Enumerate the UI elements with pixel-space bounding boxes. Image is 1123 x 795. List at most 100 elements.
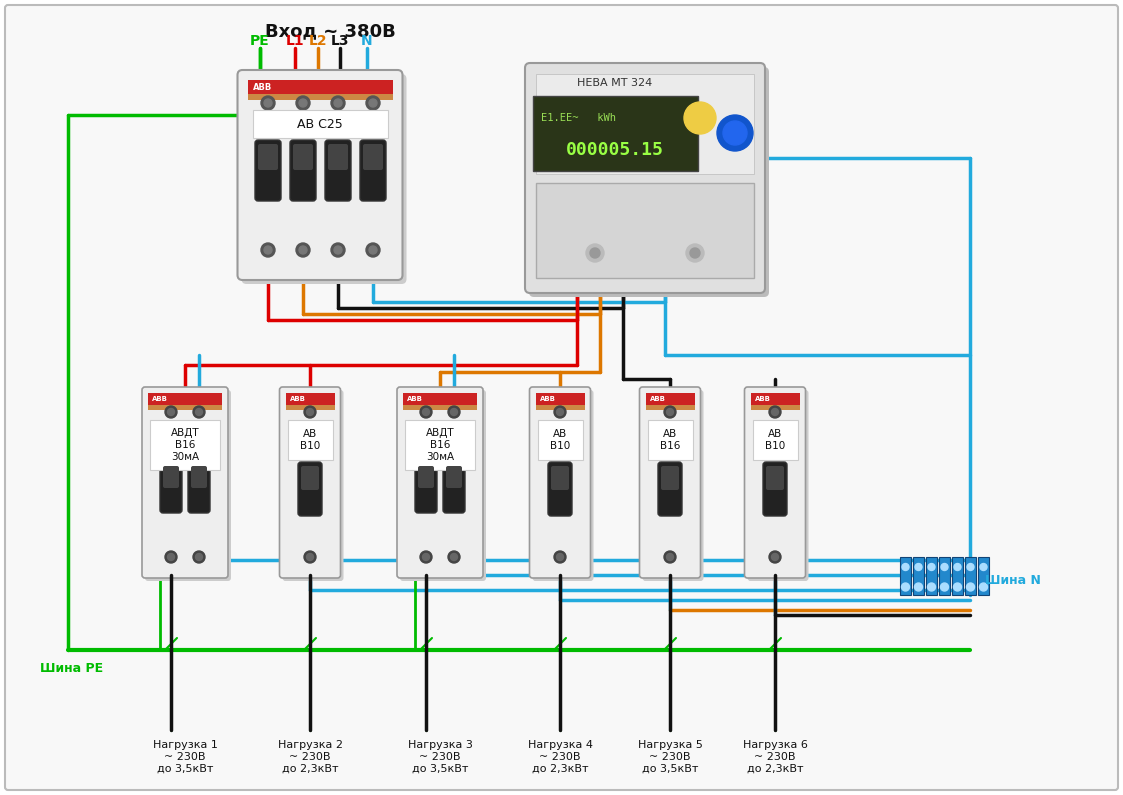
Circle shape [686, 244, 704, 262]
Circle shape [193, 406, 206, 418]
Text: Нагрузка 6
~ 230В
до 2,3кВт: Нагрузка 6 ~ 230В до 2,3кВт [742, 740, 807, 774]
Text: АВ
В16: АВ В16 [660, 429, 681, 451]
Circle shape [953, 583, 961, 591]
Circle shape [664, 406, 676, 418]
Circle shape [167, 409, 174, 416]
FancyBboxPatch shape [258, 144, 279, 170]
Bar [538, 420, 583, 460]
Text: Е1.ЕЕ~   kWh: Е1.ЕЕ~ kWh [541, 113, 617, 123]
Circle shape [940, 583, 949, 591]
Circle shape [554, 551, 566, 563]
Circle shape [165, 551, 177, 563]
FancyBboxPatch shape [642, 390, 703, 581]
Bar [287, 420, 332, 460]
Bar [405, 420, 475, 470]
Bar [978, 557, 989, 595]
Circle shape [195, 409, 202, 416]
Bar [750, 393, 800, 405]
Circle shape [296, 96, 310, 110]
FancyBboxPatch shape [416, 462, 437, 513]
Circle shape [554, 406, 566, 418]
FancyBboxPatch shape [551, 466, 569, 490]
FancyBboxPatch shape [141, 387, 228, 578]
Text: Нагрузка 4
~ 230В
до 2,3кВт: Нагрузка 4 ~ 230В до 2,3кВт [528, 740, 593, 774]
Circle shape [264, 246, 272, 254]
Bar [247, 94, 393, 100]
Circle shape [369, 99, 377, 107]
FancyBboxPatch shape [658, 462, 682, 516]
Circle shape [902, 564, 909, 571]
Bar [646, 405, 694, 410]
FancyBboxPatch shape [400, 390, 486, 581]
Bar [285, 405, 335, 410]
Circle shape [684, 102, 716, 134]
Bar [285, 393, 335, 405]
Text: АВ С25: АВ С25 [298, 118, 343, 130]
Circle shape [165, 406, 177, 418]
Text: ABB: ABB [755, 396, 770, 402]
Text: АВДТ
В16
30мА: АВДТ В16 30мА [426, 429, 455, 462]
Circle shape [296, 243, 310, 257]
Circle shape [366, 96, 380, 110]
Bar [913, 557, 924, 595]
Bar [648, 420, 693, 460]
Circle shape [915, 564, 922, 571]
FancyBboxPatch shape [283, 390, 344, 581]
Text: N: N [362, 34, 373, 48]
Circle shape [716, 115, 754, 151]
FancyBboxPatch shape [298, 462, 322, 516]
Circle shape [590, 248, 600, 258]
Circle shape [955, 564, 961, 571]
Circle shape [304, 551, 316, 563]
FancyBboxPatch shape [237, 70, 402, 280]
Bar [403, 405, 477, 410]
FancyBboxPatch shape [328, 144, 348, 170]
Bar [403, 393, 477, 405]
Text: Нагрузка 3
~ 230В
до 3,5кВт: Нагрузка 3 ~ 230В до 3,5кВт [408, 740, 473, 774]
FancyBboxPatch shape [639, 387, 701, 578]
Circle shape [769, 406, 780, 418]
Circle shape [195, 553, 202, 560]
Circle shape [299, 246, 307, 254]
Circle shape [967, 583, 975, 591]
Text: АВ
В10: АВ В10 [765, 429, 785, 451]
FancyBboxPatch shape [661, 466, 679, 490]
Circle shape [450, 409, 457, 416]
Circle shape [420, 551, 432, 563]
Circle shape [902, 583, 910, 591]
Bar [536, 74, 754, 174]
Text: Нагрузка 1
~ 230В
до 3,5кВт: Нагрузка 1 ~ 230В до 3,5кВт [153, 740, 218, 774]
Text: 000005.15: 000005.15 [566, 141, 664, 159]
Text: L2: L2 [309, 34, 327, 48]
Bar [952, 557, 964, 595]
FancyBboxPatch shape [442, 462, 465, 513]
Text: L3: L3 [331, 34, 349, 48]
Text: Нагрузка 5
~ 230В
до 3,5кВт: Нагрузка 5 ~ 230В до 3,5кВт [638, 740, 703, 774]
Circle shape [928, 583, 935, 591]
Text: Вход ~ 380В: Вход ~ 380В [265, 22, 395, 40]
Circle shape [167, 553, 174, 560]
Text: ABB: ABB [152, 396, 167, 402]
FancyBboxPatch shape [446, 466, 462, 488]
FancyBboxPatch shape [145, 390, 231, 581]
FancyBboxPatch shape [418, 466, 433, 488]
Circle shape [914, 583, 922, 591]
FancyBboxPatch shape [191, 466, 207, 488]
Circle shape [261, 243, 275, 257]
Circle shape [422, 553, 429, 560]
Bar [253, 110, 387, 138]
FancyBboxPatch shape [745, 387, 805, 578]
Bar [536, 183, 754, 278]
Circle shape [193, 551, 206, 563]
FancyBboxPatch shape [766, 466, 784, 490]
Bar [965, 557, 976, 595]
Circle shape [299, 99, 307, 107]
Circle shape [420, 406, 432, 418]
FancyBboxPatch shape [188, 462, 210, 513]
Circle shape [448, 551, 460, 563]
Bar [939, 557, 950, 595]
Circle shape [664, 551, 676, 563]
Circle shape [261, 96, 275, 110]
Circle shape [772, 409, 778, 416]
Circle shape [334, 246, 343, 254]
